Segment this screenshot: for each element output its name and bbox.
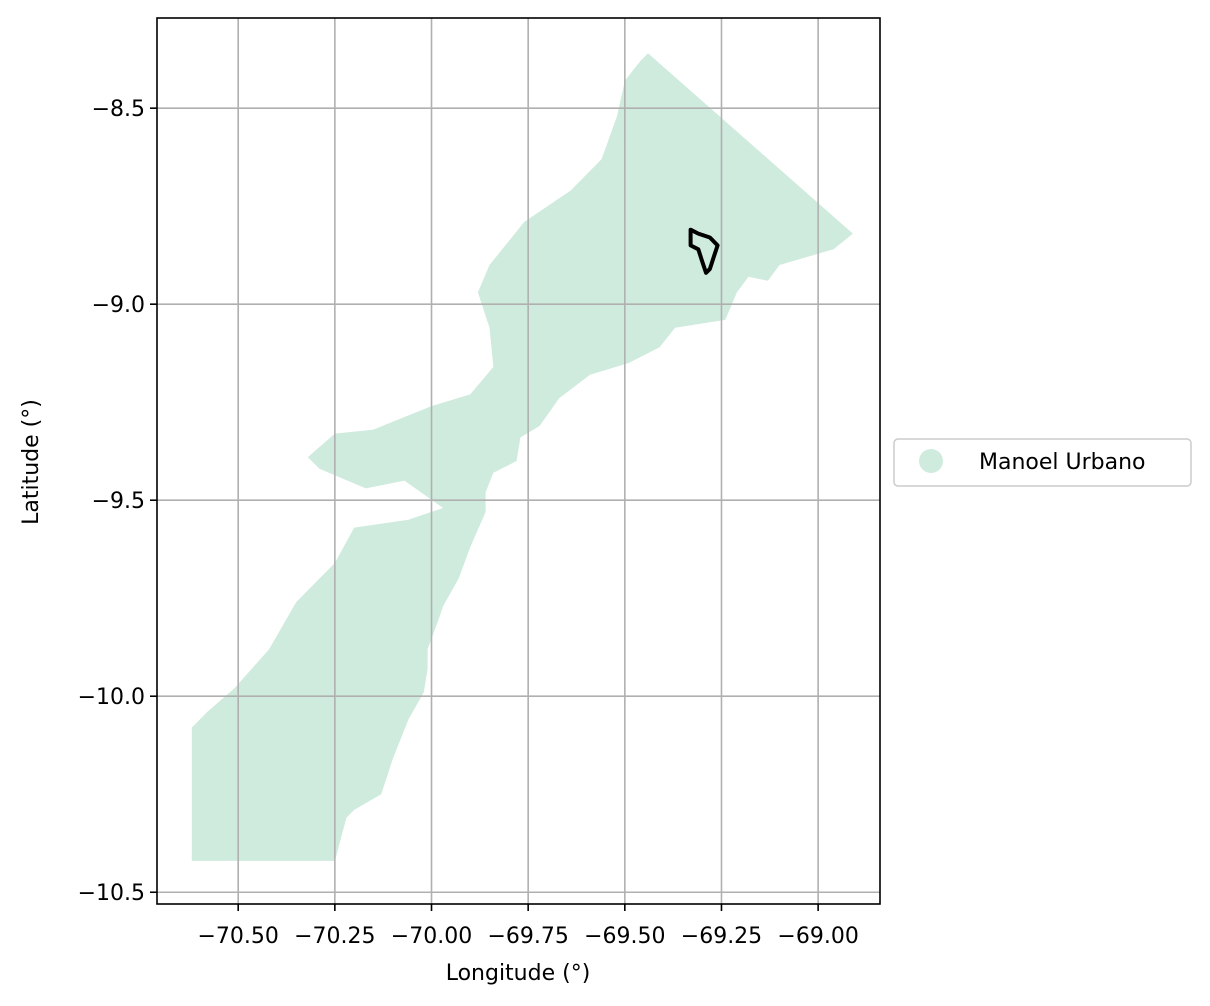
region-manoel-urbano xyxy=(191,53,853,861)
legend: Manoel Urbano xyxy=(893,438,1192,487)
plot-area xyxy=(156,17,881,905)
x-tick-label: −70.00 xyxy=(391,924,472,949)
x-tick-label: −70.25 xyxy=(294,924,375,949)
y-tick-label: −9.5 xyxy=(92,489,145,514)
y-tick-label: −10.0 xyxy=(78,685,145,710)
legend-frame xyxy=(893,438,1192,487)
y-tick-label: −10.5 xyxy=(78,881,145,906)
y-axis-label: Latitude (°) xyxy=(19,399,44,525)
x-axis-label: Longitude (°) xyxy=(446,961,591,986)
plot-frame xyxy=(156,17,881,905)
legend-label: Manoel Urbano xyxy=(979,450,1146,475)
legend-swatch xyxy=(919,449,943,473)
y-tick-label: −9.0 xyxy=(92,293,145,318)
x-tick-label: −69.75 xyxy=(487,924,568,949)
x-tick-label: −69.25 xyxy=(681,924,762,949)
x-tick-label: −69.00 xyxy=(777,924,858,949)
y-tick-label: −8.5 xyxy=(92,97,145,122)
urban-area-outline xyxy=(688,227,720,275)
x-tick-label: −70.50 xyxy=(197,924,278,949)
x-tick-label: −69.50 xyxy=(584,924,665,949)
